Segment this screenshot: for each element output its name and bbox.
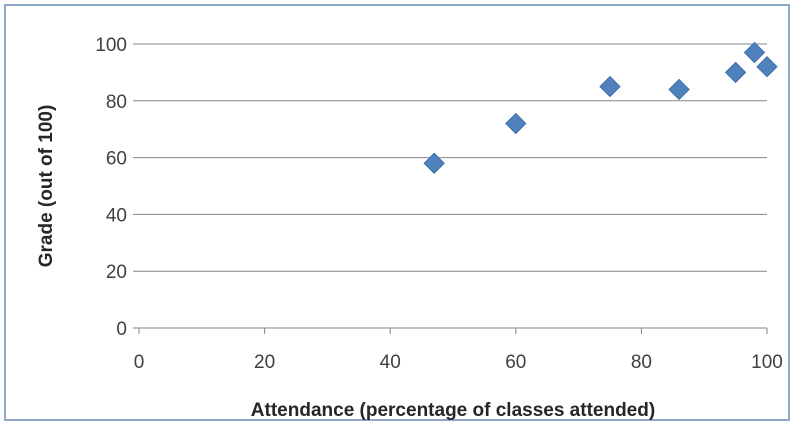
data-point — [423, 152, 445, 174]
y-tick-label: 100 — [95, 35, 127, 56]
gridlines — [139, 43, 767, 272]
x-tick-label: 0 — [134, 352, 145, 373]
data-point — [599, 75, 621, 98]
data-point — [668, 78, 690, 101]
y-axis-title: Grade (out of 100) — [36, 105, 57, 268]
x-axis-title: Attendance (percentage of classes attend… — [251, 400, 655, 421]
axes — [133, 43, 768, 334]
y-tick-label: 40 — [106, 205, 127, 226]
y-tick-label: 20 — [106, 262, 127, 283]
data-point — [724, 61, 747, 84]
y-tick-labels: 0 20 40 60 80 100 — [95, 35, 127, 340]
chart-frame — [4, 4, 790, 421]
x-tick-label: 60 — [505, 352, 526, 373]
y-tick-label: 0 — [116, 319, 127, 340]
x-tick-label: 80 — [631, 352, 652, 373]
x-tick-label: 20 — [254, 352, 275, 373]
data-point — [743, 41, 766, 64]
data-points — [423, 41, 778, 174]
x-tick-labels: 0 20 40 60 80 100 — [134, 352, 783, 373]
y-tick-label: 60 — [106, 149, 127, 170]
data-point — [505, 112, 527, 135]
x-tick-label: 100 — [751, 352, 783, 373]
y-tick-label: 80 — [106, 92, 127, 113]
data-point — [756, 56, 778, 78]
x-tick-label: 40 — [380, 352, 401, 373]
